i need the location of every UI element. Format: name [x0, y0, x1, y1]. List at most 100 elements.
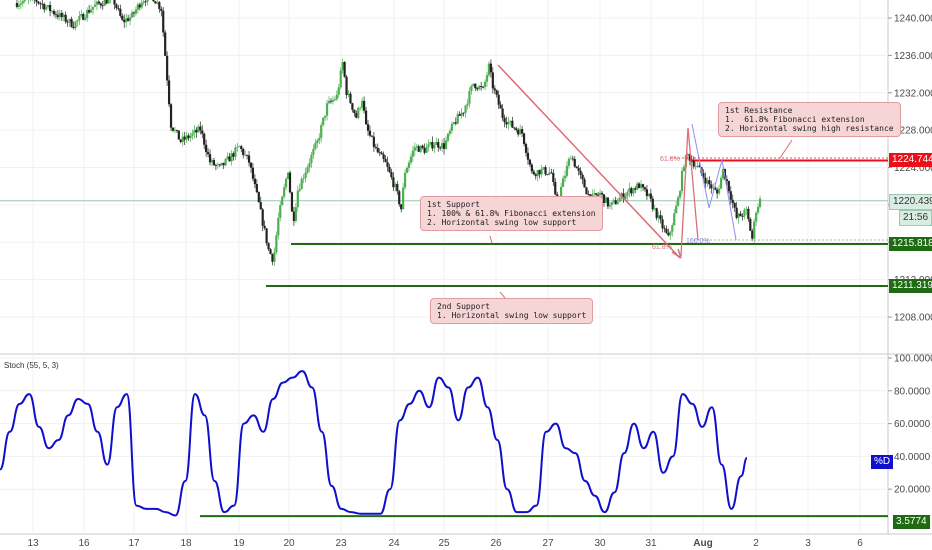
resistance-note-pointer — [779, 139, 793, 159]
candle-body — [339, 70, 342, 88]
candle-body — [649, 193, 652, 199]
candle-body — [218, 164, 221, 166]
time-tick-label: 2 — [753, 538, 759, 549]
candle-body — [123, 19, 126, 23]
candle-body — [236, 146, 239, 148]
candle-body — [247, 155, 251, 163]
candle-body — [281, 196, 284, 206]
time-tick-label: 27 — [542, 538, 554, 549]
candle-body — [735, 207, 738, 218]
candle-body — [454, 122, 457, 124]
candle-body — [441, 143, 444, 149]
candle-body — [269, 249, 272, 254]
candle-body — [242, 148, 245, 156]
candle-body — [624, 195, 627, 200]
resistance-note[interactable]: 1st Resistance 1. 61.8% Fibonacci extens… — [718, 102, 901, 137]
support2-note[interactable]: 2nd Support 1. Horizontal swing low supp… — [430, 298, 594, 324]
time-axis[interactable]: 13 16 17 18 19 20 23 24 25 26 27 30 31 Aug 2 3 6 — [27, 538, 863, 549]
candle-body — [431, 142, 434, 149]
candle-body — [306, 167, 309, 173]
support1-note[interactable]: 1st Support 1. 100% & 61.8% Fibonacci ex… — [420, 196, 603, 231]
candle-body — [729, 191, 732, 200]
candle-body — [245, 154, 249, 156]
candle-body — [45, 7, 48, 10]
candle-body — [600, 192, 604, 195]
time-tick-label: 30 — [594, 538, 606, 549]
support1-price-tag: 1215.818 — [889, 237, 932, 251]
candle-body — [230, 153, 233, 162]
candle-body — [146, 0, 149, 2]
candle-body — [84, 18, 87, 20]
candle-body — [733, 203, 736, 208]
candle-body — [128, 17, 132, 21]
candle-body — [444, 140, 448, 149]
stoch-tick-label: 20.0000 — [894, 485, 931, 496]
candle-body — [158, 2, 161, 9]
time-tick-label: 13 — [27, 538, 39, 549]
candle-body — [335, 94, 338, 100]
candle-body — [21, 1, 24, 4]
candle-body — [542, 167, 545, 169]
candle-body — [290, 192, 294, 212]
candle-body — [725, 179, 728, 181]
candle-body — [651, 198, 654, 210]
candle-body — [285, 178, 288, 188]
time-tick-label: Aug — [693, 538, 712, 549]
fib-leg-arrow — [680, 127, 689, 257]
price-tick-label: 1208.000 — [894, 313, 932, 324]
candle-body — [751, 230, 754, 239]
candle-body — [616, 201, 619, 205]
candle-body — [675, 205, 678, 214]
candle-body — [509, 120, 512, 122]
fib-label: 61.8% — [660, 156, 680, 163]
candle-body — [324, 115, 327, 118]
candle-body — [460, 112, 463, 116]
candle-body — [144, 1, 147, 3]
time-tick-label: 17 — [128, 538, 140, 549]
candle-body — [614, 200, 617, 205]
candle-body — [392, 177, 395, 188]
candle-body — [630, 188, 633, 194]
candle-body — [636, 183, 639, 190]
candle-body — [374, 146, 377, 148]
candle-body — [534, 174, 537, 177]
time-tick-label: 24 — [388, 538, 400, 549]
candle-body — [372, 136, 375, 147]
candle-body — [97, 1, 100, 4]
candle-body — [171, 127, 175, 131]
candle-body — [37, 1, 40, 4]
candle-body — [483, 81, 487, 87]
candle-body — [739, 213, 742, 217]
candle-body — [82, 14, 85, 20]
candle-body — [74, 21, 77, 29]
candle-body — [189, 135, 192, 139]
candle-body — [68, 18, 71, 23]
fib-label: 100.0% — [686, 238, 710, 245]
candle-body — [376, 147, 379, 153]
indicator-title[interactable]: Stoch (55, 5, 3) — [4, 361, 59, 370]
candle-body — [595, 193, 598, 195]
candle-body — [747, 208, 750, 220]
candle-body — [528, 159, 532, 165]
candle-body — [530, 164, 533, 172]
candle-body — [130, 12, 134, 18]
candle-body — [415, 146, 418, 148]
candle-body — [322, 117, 325, 126]
candle-body — [694, 166, 697, 167]
candle-body — [663, 228, 666, 229]
time-tick-label: 6 — [857, 538, 863, 549]
candle-body — [413, 147, 416, 151]
candle-body — [228, 156, 231, 162]
candle-body — [472, 83, 475, 86]
fib-leg-arrow — [687, 127, 699, 241]
candle-body — [224, 158, 227, 166]
candle-body — [345, 76, 348, 96]
candle-body — [17, 4, 21, 7]
candle-body — [731, 199, 734, 204]
candle-body — [669, 231, 672, 236]
candle-body — [515, 128, 518, 131]
candle-body — [370, 135, 374, 137]
candle-body — [639, 184, 643, 189]
candle-body — [421, 145, 424, 148]
